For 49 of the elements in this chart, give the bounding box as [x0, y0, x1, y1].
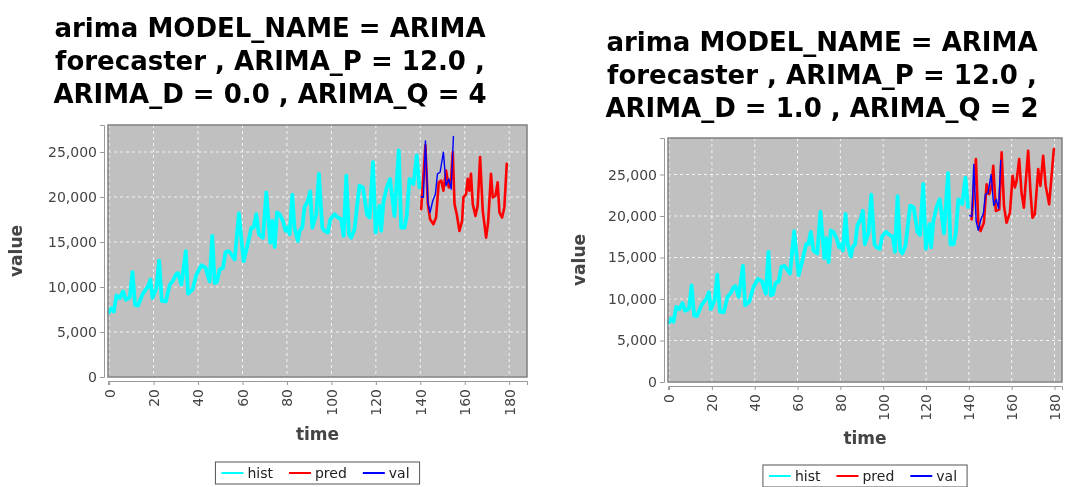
x-tick-label: 160: [457, 389, 474, 416]
legend-label: pred: [862, 468, 895, 484]
legend-label: hist: [794, 468, 821, 484]
line-series: [667, 171, 970, 325]
legend-label: val: [388, 465, 410, 481]
y-tick-label: 25,000: [48, 143, 97, 160]
y-axis-title: value: [569, 233, 589, 287]
x-tick-label: 180: [501, 389, 518, 416]
y-tick-label: 0: [648, 373, 657, 390]
x-tick-label: 40: [747, 394, 764, 412]
y-tick-label: 10,000: [608, 290, 657, 307]
chart-title: arima MODEL_NAME = ARIMA forecaster , ARIMA_P = 12.0 , ARIMA_D = 1.0 , ARIMA_Q = 2: [605, 27, 1039, 123]
legend-label: val: [936, 468, 958, 484]
x-tick-label: 80: [279, 389, 296, 407]
x-tick-label: 160: [1004, 394, 1021, 421]
x-tick-label: 120: [918, 394, 935, 421]
x-tick-label: 0: [661, 394, 678, 403]
x-axis-title: time: [295, 424, 340, 444]
y-tick-label: 20,000: [608, 207, 657, 224]
y-tick-label: 15,000: [48, 233, 97, 250]
y-tick-label: 5,000: [56, 323, 97, 340]
line-series: [969, 159, 1002, 231]
legend-label: pred: [314, 465, 347, 481]
y-tick-label: 5,000: [616, 332, 657, 349]
x-axis-title: time: [843, 428, 887, 448]
x-tick-label: 180: [1046, 394, 1063, 421]
x-tick-label: 140: [412, 389, 429, 416]
line-series: [970, 147, 1056, 233]
x-tick-label: 100: [323, 389, 340, 416]
x-tick-label: 80: [832, 394, 849, 412]
x-tick-label: 60: [789, 394, 806, 412]
y-axis-title: value: [6, 224, 26, 278]
x-tick-label: 100: [875, 394, 892, 421]
y-tick-label: 25,000: [608, 166, 657, 183]
line-series: [107, 148, 422, 315]
x-tick-label: 40: [190, 389, 207, 407]
x-tick-label: 140: [961, 394, 978, 421]
y-tick-label: 20,000: [48, 188, 97, 205]
legend-label: hist: [247, 465, 274, 481]
x-tick-label: 20: [145, 389, 162, 407]
x-tick-label: 60: [234, 389, 251, 407]
line-series: [420, 135, 455, 214]
y-tick-label: 10,000: [48, 278, 97, 295]
y-tick-label: 0: [88, 368, 97, 385]
x-tick-label: 120: [368, 389, 385, 416]
chart-title: arima MODEL_NAME = ARIMA forecaster , ARIMA_P = 12.0 , ARIMA_D = 0.0 , ARIMA_Q = 4: [53, 13, 487, 109]
y-tick-label: 15,000: [608, 249, 657, 266]
x-tick-label: 20: [704, 394, 721, 412]
x-tick-label: 0: [101, 389, 118, 398]
